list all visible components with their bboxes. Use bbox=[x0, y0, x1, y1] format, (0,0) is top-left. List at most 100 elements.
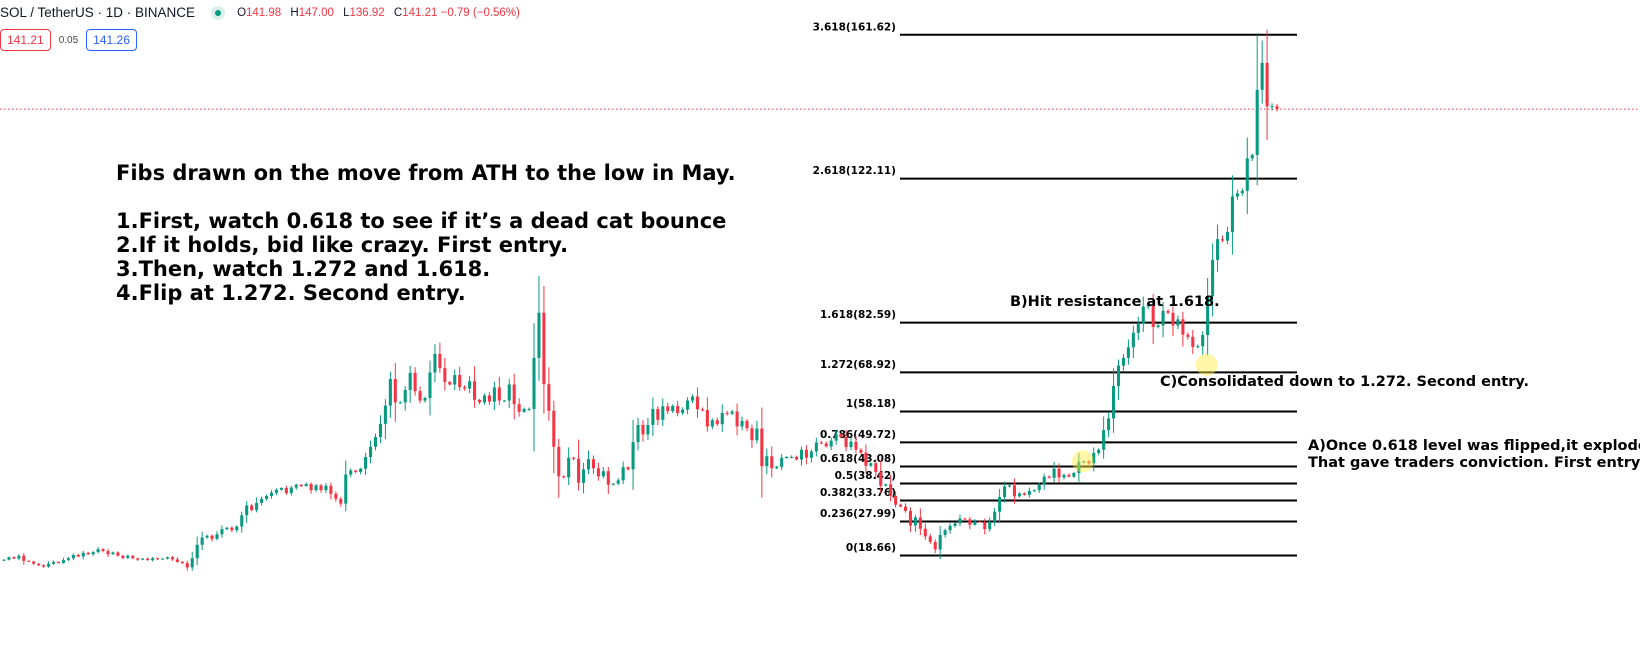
fib-level-label: 3.618(161.62) bbox=[813, 21, 896, 33]
candle-body bbox=[928, 536, 932, 542]
candle-body bbox=[260, 498, 264, 503]
candle-body bbox=[745, 420, 749, 429]
candle-body bbox=[671, 406, 675, 412]
note-step-4: 4.Flip at 1.272. Second entry. bbox=[116, 281, 466, 305]
candle-body bbox=[849, 441, 853, 448]
candle-body bbox=[1003, 486, 1007, 498]
candle-body bbox=[839, 434, 843, 437]
candle-body bbox=[7, 557, 11, 560]
candle-body bbox=[156, 558, 160, 560]
candle-body bbox=[765, 456, 769, 467]
candle-body bbox=[1171, 312, 1175, 326]
symbol-header: SOL / TetherUS · 1D · BINANCE O141.98 H1… bbox=[0, 5, 520, 20]
candle-body bbox=[289, 487, 293, 494]
buy-price-button[interactable]: 141.26 bbox=[86, 29, 137, 51]
candle-body bbox=[1087, 461, 1091, 464]
candle-body bbox=[725, 412, 729, 414]
candle-body bbox=[27, 560, 31, 562]
candle-body bbox=[51, 561, 56, 564]
sell-price-button[interactable]: 141.21 bbox=[0, 29, 51, 51]
candle-body bbox=[136, 558, 140, 560]
candle-body bbox=[869, 463, 873, 466]
candle-body bbox=[557, 446, 561, 477]
candle-body bbox=[126, 555, 130, 558]
candle-body bbox=[889, 484, 893, 496]
candle-body bbox=[210, 535, 214, 539]
candle-body bbox=[433, 353, 437, 373]
candle-body bbox=[1136, 323, 1140, 333]
candle-body bbox=[12, 557, 16, 559]
candle-body bbox=[676, 406, 680, 413]
candle-body bbox=[720, 412, 724, 425]
ohlc-low-key: L bbox=[343, 6, 350, 19]
candle-body bbox=[497, 387, 501, 401]
candle-body bbox=[790, 457, 794, 459]
note-title: Fibs drawn on the move from ATH to the l… bbox=[116, 161, 736, 185]
candle-body bbox=[636, 424, 640, 443]
candle-body bbox=[611, 483, 615, 485]
candle-body bbox=[190, 558, 194, 568]
fib-level-label: 0.5(38.42) bbox=[835, 470, 896, 482]
candle-body bbox=[1161, 310, 1165, 326]
candle-body bbox=[809, 451, 813, 458]
candle-body bbox=[170, 557, 174, 560]
candle-body bbox=[492, 387, 496, 402]
highlight-markers bbox=[1071, 353, 1218, 473]
symbol-title[interactable]: SOL / TetherUS · 1D · BINANCE bbox=[0, 5, 196, 20]
candle-body bbox=[1062, 474, 1066, 478]
candle-body bbox=[517, 404, 521, 412]
candle-body bbox=[47, 563, 51, 567]
candle-body bbox=[1042, 476, 1046, 485]
candle-body bbox=[339, 498, 343, 504]
ohlc-change: −0.79 (−0.56%) bbox=[440, 6, 520, 19]
candle-body bbox=[116, 552, 120, 556]
fib-level-label: 1.618(82.59) bbox=[820, 309, 896, 321]
ohlc-high-key: H bbox=[290, 6, 299, 19]
candle-body bbox=[626, 467, 630, 470]
candle-body bbox=[537, 312, 541, 358]
annotation-a-text: That gave traders conviction. First entr… bbox=[1308, 455, 1640, 471]
fib-level-label: 1(58.18) bbox=[846, 398, 896, 410]
candle-body bbox=[344, 474, 348, 504]
candle-body bbox=[1206, 296, 1210, 335]
candle-body bbox=[601, 471, 605, 477]
annotation-b-text: B)Hit resistance at 1.618. bbox=[1010, 294, 1220, 310]
candle-body bbox=[264, 495, 269, 499]
candle-body bbox=[903, 506, 908, 511]
candle-body bbox=[621, 467, 625, 481]
candle-body bbox=[121, 555, 125, 558]
candle-body bbox=[814, 442, 818, 452]
candle-body bbox=[646, 424, 650, 435]
candle-body bbox=[1146, 304, 1150, 307]
candle-body bbox=[1112, 385, 1116, 419]
candle-body bbox=[785, 457, 789, 459]
candle-body bbox=[468, 381, 472, 389]
candle-body bbox=[512, 384, 516, 405]
chart-annotations: A)Once 0.618 level was flipped,it explod… bbox=[1010, 294, 1640, 471]
candle-body bbox=[428, 372, 432, 398]
candle-body bbox=[1047, 476, 1051, 478]
candle-body bbox=[37, 563, 41, 566]
candle-body bbox=[1255, 89, 1259, 156]
highlight-0618-flip bbox=[1071, 450, 1094, 473]
candle-body bbox=[1230, 196, 1234, 232]
candle-body bbox=[448, 381, 452, 385]
candle-body bbox=[91, 552, 95, 555]
trade-plan-note[interactable]: Fibs drawn on the move from ATH to the l… bbox=[116, 161, 736, 305]
candle-body bbox=[998, 497, 1002, 512]
candle-body bbox=[700, 409, 704, 411]
candle-body bbox=[1201, 334, 1205, 347]
candle-body bbox=[973, 521, 977, 525]
trade-buttons: 141.21 0.05 141.26 bbox=[0, 29, 137, 51]
fib-retracement-tool[interactable]: 3.618(161.62) 2.618(122.11) 1.618(82.59) 1.… bbox=[813, 21, 1297, 557]
candle-body bbox=[606, 471, 610, 485]
ohlc-close-value: 141.21 bbox=[402, 6, 438, 19]
candle-body bbox=[879, 471, 883, 486]
candle-body bbox=[240, 515, 244, 527]
candle-body bbox=[175, 559, 179, 562]
candle-body bbox=[577, 458, 581, 483]
candle-body bbox=[943, 530, 947, 535]
candle-body bbox=[834, 434, 838, 441]
candle-body bbox=[106, 550, 110, 555]
